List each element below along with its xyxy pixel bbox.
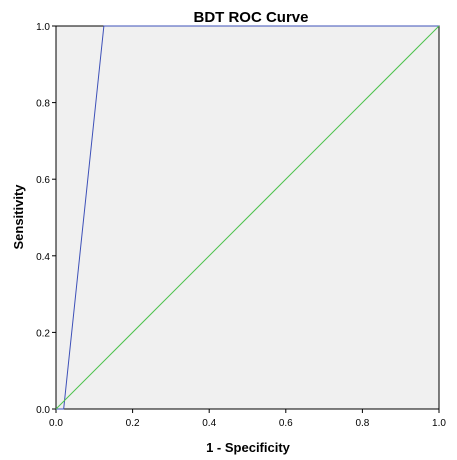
roc-curve-line bbox=[56, 25, 439, 410]
x-tick-label: 0.0 bbox=[49, 418, 63, 429]
x-tick-label: 1.0 bbox=[432, 418, 446, 429]
y-tick-label: 0.4 bbox=[36, 252, 50, 263]
y-tick-label: 0.6 bbox=[36, 175, 50, 186]
axis-ticks: 0.0 0.2 0.4 0.6 0.8 1.0 0.0 0.2 0.4 0.6 0.8 1.0 bbox=[36, 22, 446, 429]
series-layer bbox=[55, 25, 440, 410]
chart-title: BDT ROC Curve bbox=[193, 9, 308, 26]
y-tick-label: 0.8 bbox=[36, 99, 50, 110]
y-tick-label: 0.0 bbox=[36, 405, 50, 416]
x-tick-label: 0.2 bbox=[126, 418, 140, 429]
x-tick-label: 0.6 bbox=[279, 418, 293, 429]
x-tick-label: 0.8 bbox=[355, 418, 369, 429]
x-axis-label: 1 - Specificity bbox=[206, 440, 291, 455]
y-tick-label: 1.0 bbox=[36, 22, 50, 33]
reference-diagonal-line bbox=[55, 25, 440, 410]
x-tick-label: 0.4 bbox=[202, 418, 216, 429]
y-axis-label: Sensitivity bbox=[11, 184, 26, 250]
y-tick-label: 0.2 bbox=[36, 328, 50, 339]
